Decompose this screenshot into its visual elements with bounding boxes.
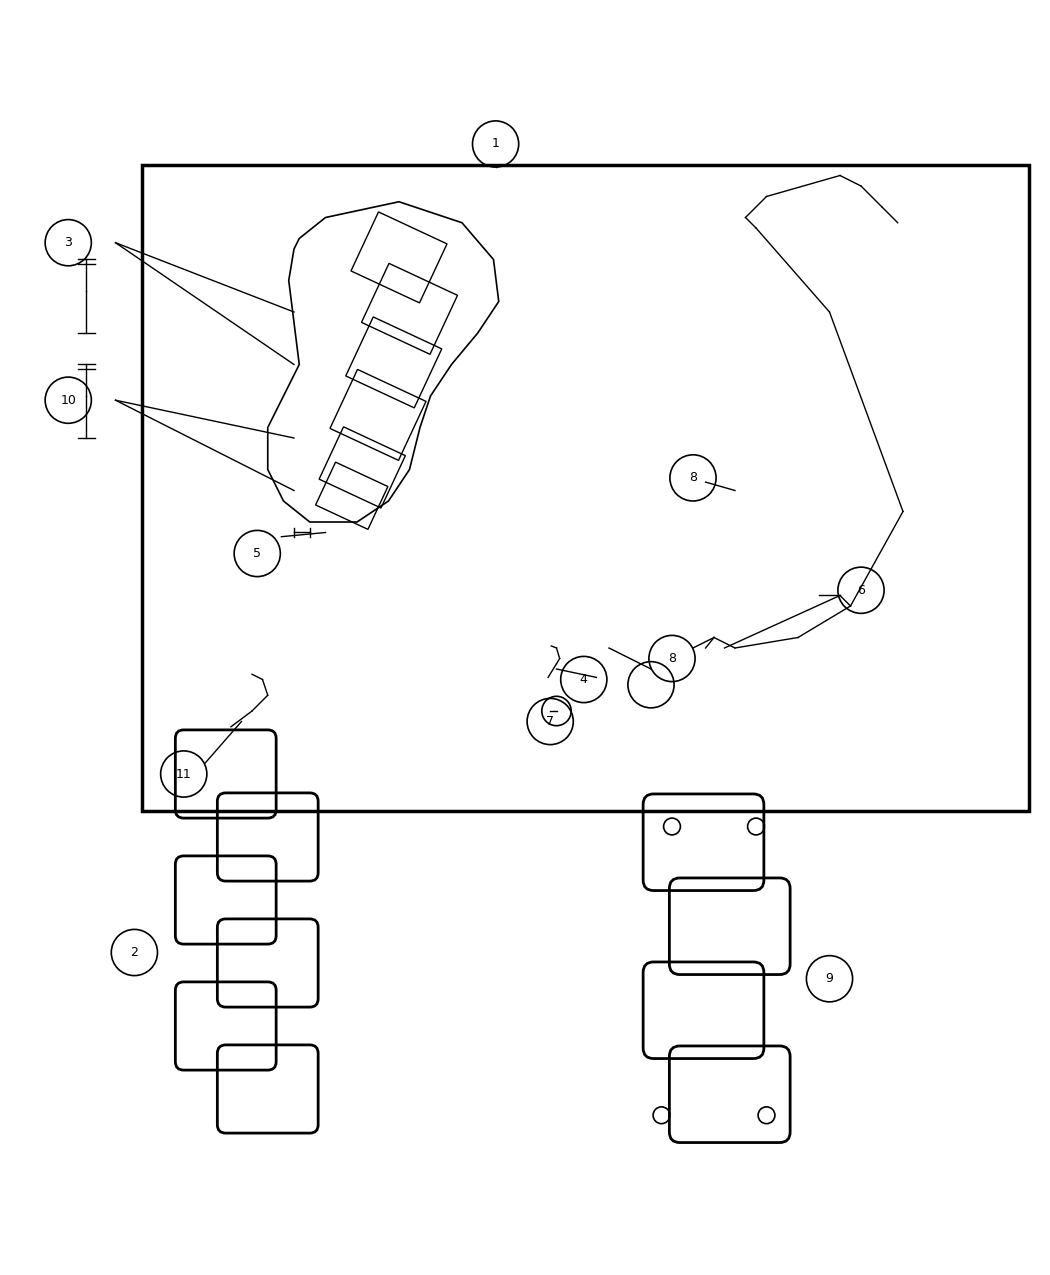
Text: 9: 9 [825, 973, 834, 986]
Text: 11: 11 [176, 768, 191, 780]
Text: 6: 6 [857, 584, 865, 597]
Text: 1: 1 [491, 138, 500, 150]
Text: 10: 10 [60, 394, 77, 407]
Text: 2: 2 [130, 946, 139, 959]
Text: 3: 3 [64, 236, 72, 249]
Text: 4: 4 [580, 673, 588, 686]
Text: 5: 5 [253, 547, 261, 560]
Text: 8: 8 [668, 652, 676, 666]
Text: 8: 8 [689, 472, 697, 484]
Bar [142, 164, 1029, 811]
Text: 7: 7 [546, 715, 554, 728]
